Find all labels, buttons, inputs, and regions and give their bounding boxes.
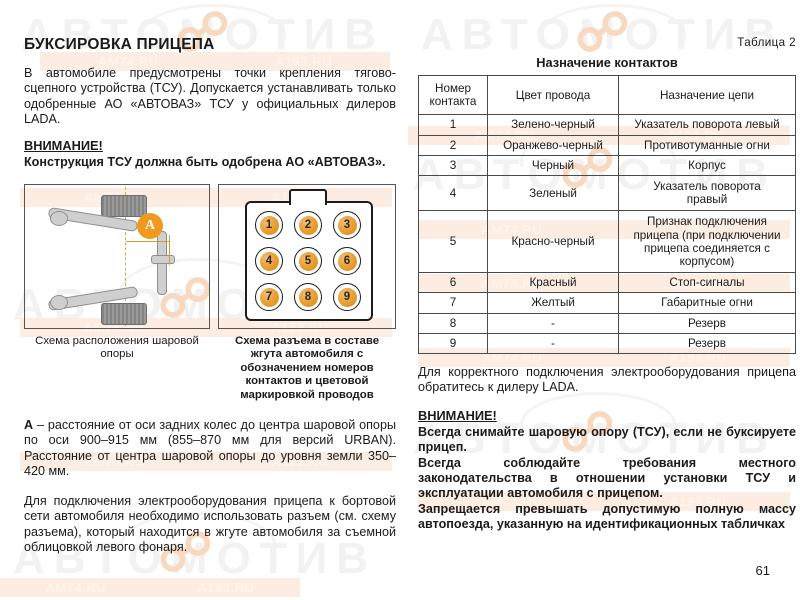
callout-badge-a: A xyxy=(137,213,163,240)
intro-paragraph: В автомобиле предусмотрены точки креплен… xyxy=(24,66,396,127)
cell-circuit: Указатель поворота правый xyxy=(618,175,796,212)
connector-latch xyxy=(289,189,327,206)
page-number: 61 xyxy=(755,563,770,578)
pin-number: 5 xyxy=(298,251,318,271)
cell-pin-number: 1 xyxy=(418,114,488,136)
watermark-site-label: AM74.RU xyxy=(45,580,107,595)
figure-connector: 1 2 3 4 5 6 7 8 9 Схема разъема в состав… xyxy=(218,184,396,402)
wheel-rear-upper xyxy=(101,195,147,218)
connector-pin: 2 xyxy=(294,211,322,240)
pin-number: 7 xyxy=(259,287,279,307)
connector-pin: 4 xyxy=(255,247,283,276)
pin-number: 2 xyxy=(298,215,318,235)
connector-pin: 9 xyxy=(333,283,361,312)
column-header-circuit: Назначение цепи xyxy=(618,74,796,116)
watermark-site-label: A193.RU xyxy=(197,580,255,595)
figure-ball-mount-caption: Схема расположения шаровой опоры xyxy=(35,335,199,361)
table-row: 6 Красный Стоп-сигналы xyxy=(418,272,796,294)
warning-local-law: Всегда соблюдайте требования местного за… xyxy=(418,455,796,501)
connector-note: Для подключения электрооборудования приц… xyxy=(24,493,396,554)
connector-pin: 6 xyxy=(333,247,361,276)
cell-pin-number: 5 xyxy=(418,210,488,274)
connector-pin: 3 xyxy=(333,211,361,240)
table-row: 9 - Резерв xyxy=(418,332,796,355)
figure-connector-caption: Схема разъема в составе жгута автомобиля… xyxy=(234,335,380,401)
warning-gross-mass: Запрещается превышать допустимую полную … xyxy=(418,501,796,532)
pin-assignment-table: Номер контакта Цвет провода Назначение ц… xyxy=(418,74,796,355)
table-row: 1 Зелено-черный Указатель поворота левый xyxy=(418,114,796,136)
table-row: 3 Черный Корпус xyxy=(418,154,796,177)
cell-pin-number: 9 xyxy=(418,332,488,355)
pin-number: 9 xyxy=(337,287,357,307)
note-dimension-a-text: – расстояние от оси задних колес до цент… xyxy=(24,418,396,479)
cell-wire-color: Оранжево-черный xyxy=(487,134,619,156)
arm-bush-lower xyxy=(50,295,68,311)
after-table-note: Для корректного подключения электрообору… xyxy=(418,365,796,395)
table-row: 2 Оранжево-черный Противотуманные огни xyxy=(418,134,796,156)
cell-pin-number: 3 xyxy=(418,154,488,177)
table-header-row: Номер контакта Цвет провода Назначение ц… xyxy=(418,74,796,116)
cell-circuit: Резерв xyxy=(618,312,796,334)
cell-wire-color: - xyxy=(487,312,619,334)
cell-pin-number: 2 xyxy=(418,134,488,156)
pin-number: 6 xyxy=(337,251,357,271)
attention-label: ВНИМАНИЕ! xyxy=(418,407,497,423)
cell-wire-color: Черный xyxy=(487,154,619,177)
centerline xyxy=(125,187,126,327)
connector-pin: 7 xyxy=(255,283,283,312)
table-row: 5 Красно-черный Признак подключения приц… xyxy=(418,210,796,274)
table-title: Назначение контактов xyxy=(536,55,678,70)
pin-number: 8 xyxy=(298,287,318,307)
table-row: 8 - Резерв xyxy=(418,312,796,334)
note-dimension-a: A – расстояние от оси задних колес до це… xyxy=(24,418,396,480)
arm-bush-upper xyxy=(50,211,68,227)
figure-ball-mount: A Схема расположения шаровой опоры xyxy=(24,184,210,402)
page-title: БУКСИРОВКА ПРИЦЕПА xyxy=(24,36,215,53)
cell-pin-number: 7 xyxy=(418,292,488,314)
cell-circuit: Признак подключения прицепа (при подключ… xyxy=(618,210,796,274)
cell-circuit: Указатель поворота левый xyxy=(618,114,796,136)
column-header-wire-color: Цвет провода xyxy=(487,74,619,116)
connector-pin: 8 xyxy=(294,283,322,312)
cell-circuit: Резерв xyxy=(618,332,796,355)
wheel-rear-lower xyxy=(101,303,147,326)
pin-number: 4 xyxy=(259,251,279,271)
table-row: 4 Зеленый Указатель поворота правый xyxy=(418,175,796,212)
right-column: Таблица 2 Назначение контактов Номер кон… xyxy=(418,36,796,533)
attention-text: Конструкция ТСУ должна быть одобрена АО … xyxy=(24,154,386,169)
cell-circuit: Корпус xyxy=(618,154,796,177)
dimension-tick-right xyxy=(169,235,171,266)
warning-remove-towbar: Всегда снимайте шаровую опору (ТСУ), есл… xyxy=(418,424,796,455)
pin-number: 1 xyxy=(259,215,279,235)
cell-wire-color: Зеленый xyxy=(487,175,619,212)
left-column: БУКСИРОВКА ПРИЦЕПА В автомобиле предусмо… xyxy=(24,36,396,565)
connector-pin: 5 xyxy=(294,247,322,276)
figures-row: A Схема расположения шаровой опоры 1 2 3… xyxy=(24,184,396,402)
cell-pin-number: 4 xyxy=(418,175,488,212)
figure-connector-frame: 1 2 3 4 5 6 7 8 9 xyxy=(218,184,396,330)
cell-wire-color: Зелено-черный xyxy=(487,114,619,136)
cell-wire-color: - xyxy=(487,332,619,355)
cell-wire-color: Красно-черный xyxy=(487,210,619,274)
watermark-band: AM74.RU A193.RU xyxy=(0,578,300,597)
dimension-line-a xyxy=(126,241,170,243)
cell-wire-color: Желтый xyxy=(487,292,619,314)
cell-pin-number: 6 xyxy=(418,272,488,294)
connector-pin: 1 xyxy=(255,211,283,240)
cell-pin-number: 8 xyxy=(418,312,488,334)
cell-wire-color: Красный xyxy=(487,272,619,294)
cell-circuit: Стоп-сигналы xyxy=(618,272,796,294)
cell-circuit: Противотуманные огни xyxy=(618,134,796,156)
ball-mount xyxy=(151,255,175,265)
cell-circuit: Габаритные огни xyxy=(618,292,796,314)
pin-number: 3 xyxy=(337,215,357,235)
figure-ball-mount-frame: A xyxy=(24,184,210,330)
column-header-pin-number: Номер контакта xyxy=(418,74,488,116)
table-row: 7 Желтый Габаритные огни xyxy=(418,292,796,314)
note-dimension-a-symbol: A xyxy=(24,418,34,433)
table-label: Таблица 2 xyxy=(737,36,796,49)
attention-label: ВНИМАНИЕ! xyxy=(24,137,103,153)
